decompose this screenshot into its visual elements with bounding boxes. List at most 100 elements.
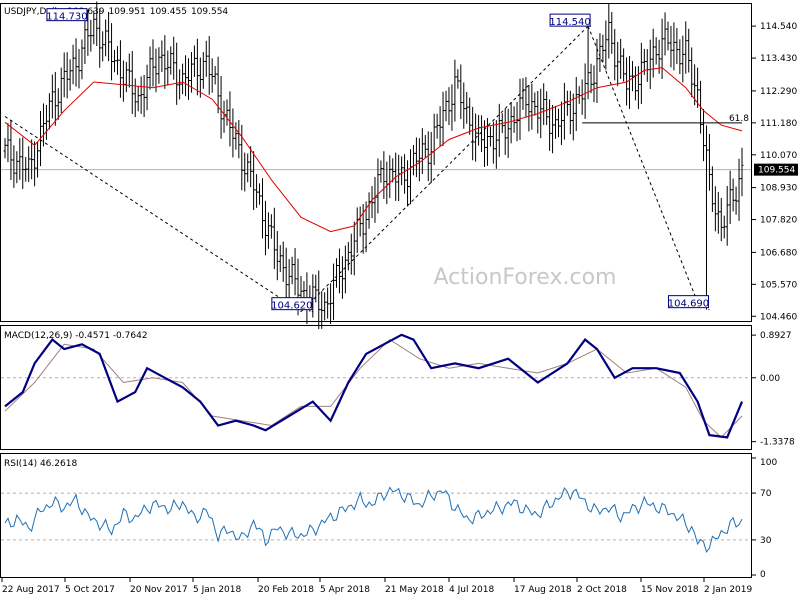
price-bar [734,186,738,215]
rsi-grid [1,492,751,541]
price-bar [6,123,10,163]
price-bar [468,97,472,135]
price-bar [323,292,327,321]
price-bar [337,248,341,294]
price-bar [346,242,350,271]
price-panel [0,3,752,322]
price-bar [115,46,119,75]
price-bar [95,1,99,47]
price-bar [314,274,318,303]
price-bar [414,137,418,178]
price-bar [41,103,45,147]
price-bar [391,158,395,183]
price-bar [551,105,555,154]
price-tick-label: 111.180 [760,119,797,129]
price-bar [545,91,549,126]
price-bar [266,212,270,249]
price-bar [317,270,321,330]
price-bar [237,120,241,159]
price-bar [21,137,25,189]
price-tick-label: 110.070 [760,151,797,161]
price-bar [663,12,667,56]
price-bar [33,141,37,187]
price-bar [332,263,336,321]
price-bar [53,71,57,126]
price-bar [157,47,161,84]
price-bar [59,67,63,114]
price-bar [625,57,629,106]
price-bar [619,38,623,80]
svg-text:104.620: 104.620 [271,301,312,312]
price-tick-label: 104.460 [760,312,797,322]
price-bar [15,151,19,184]
price-bar [261,178,265,239]
price-bar [136,86,140,112]
price-bar [101,31,105,62]
time-tick-label: 22 Aug 2017 [2,585,60,595]
rsi-line [4,486,743,553]
price-bar [124,62,128,93]
price-bar [503,108,507,155]
price-bar [56,88,60,120]
price-bar [216,56,220,114]
price-bar [450,84,454,131]
price-bar [515,101,519,142]
price-tick-label: 108.930 [760,184,797,194]
price-bar [77,48,81,89]
price-bar [12,145,16,188]
time-tick-label: 2 Jan 2019 [704,585,752,595]
time-tick-label: 4 Jul 2018 [449,585,494,595]
price-bar [263,200,267,256]
symbol: USDJPY [4,7,37,17]
price-bar [367,192,371,229]
price-tick-label: 107.820 [760,216,797,226]
price-bar [719,197,723,242]
price-bar [444,90,448,122]
price-bar [113,50,117,73]
price-bar [50,74,54,119]
price-bar [494,120,498,169]
price-bar [533,92,537,116]
price-bar [462,82,466,129]
price-bar [187,58,191,100]
price-bar [89,19,93,52]
price-bar [435,113,439,139]
price-bar [672,22,676,71]
fib-label: 61.8 [729,114,749,124]
price-tick-label: 106.680 [760,248,797,258]
price-bar [349,233,353,275]
price-bar [340,256,344,299]
price-bar [574,76,578,132]
price-bar [326,287,330,319]
price-bar [548,99,552,151]
price-bar [740,147,744,197]
price-bar [610,11,614,54]
last-price-label: 109.554 [758,166,795,176]
price-bar [376,158,380,214]
macd-panel [0,325,752,450]
price-bar [731,178,735,212]
price-bar [604,20,608,70]
price-bar [438,106,442,147]
price-bar [98,8,102,68]
price-tick-label: 112.290 [760,87,797,97]
price-bar [44,104,48,140]
time-tick-label: 5 Apr 2018 [320,585,370,595]
price-bar [343,245,347,294]
price-bar [364,201,368,253]
price-bar [86,9,90,56]
price-bar [690,47,694,98]
price-bar [219,75,223,139]
price-bar [68,59,72,91]
price-bar [725,185,729,246]
price-bar [178,69,182,100]
price-bar [607,3,611,59]
price-bar [255,174,259,208]
price-bar [447,87,451,126]
price-bar [471,106,475,161]
macd-tick-label: 0.8927 [760,331,792,341]
price-bar [710,166,714,212]
price-bar [521,78,525,110]
price-bar [589,63,593,94]
